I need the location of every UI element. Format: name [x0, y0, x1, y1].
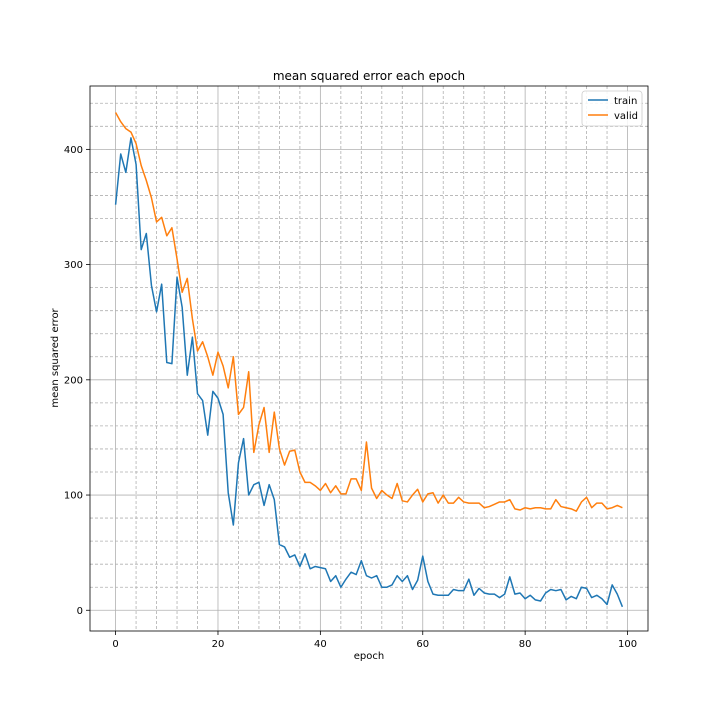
major-grid: [90, 86, 648, 631]
x-tick-label: 0: [112, 639, 118, 650]
legend: train valid: [581, 90, 643, 127]
legend-label-valid: valid: [614, 111, 638, 122]
x-tick-label: 40: [314, 639, 327, 650]
y-tick-label: 200: [64, 375, 83, 386]
chart-title: mean squared error each epoch: [273, 69, 465, 83]
series-line-train: [114, 137, 624, 608]
tick-labels: 0 20 40 60 80 100 0 100 200 300 400: [64, 145, 637, 650]
ticks: [86, 148, 628, 635]
series-line-valid: [114, 112, 623, 512]
x-tick-label: 80: [519, 639, 532, 650]
x-tick-label: 100: [618, 639, 637, 650]
plot-area: [90, 86, 648, 631]
y-tick-label: 300: [64, 260, 83, 271]
y-tick-label: 0: [77, 606, 83, 617]
minor-grid: [90, 86, 648, 631]
x-axis-label: epoch: [354, 651, 384, 662]
y-tick-label: 100: [64, 491, 83, 502]
y-axis-label: mean squared error: [50, 307, 61, 407]
x-tick-label: 20: [212, 639, 225, 650]
x-tick-label: 60: [416, 639, 429, 650]
series-layer: [114, 112, 624, 608]
legend-label-train: train: [614, 96, 637, 107]
plot-frame: [89, 85, 649, 632]
y-tick-label: 400: [64, 145, 83, 156]
